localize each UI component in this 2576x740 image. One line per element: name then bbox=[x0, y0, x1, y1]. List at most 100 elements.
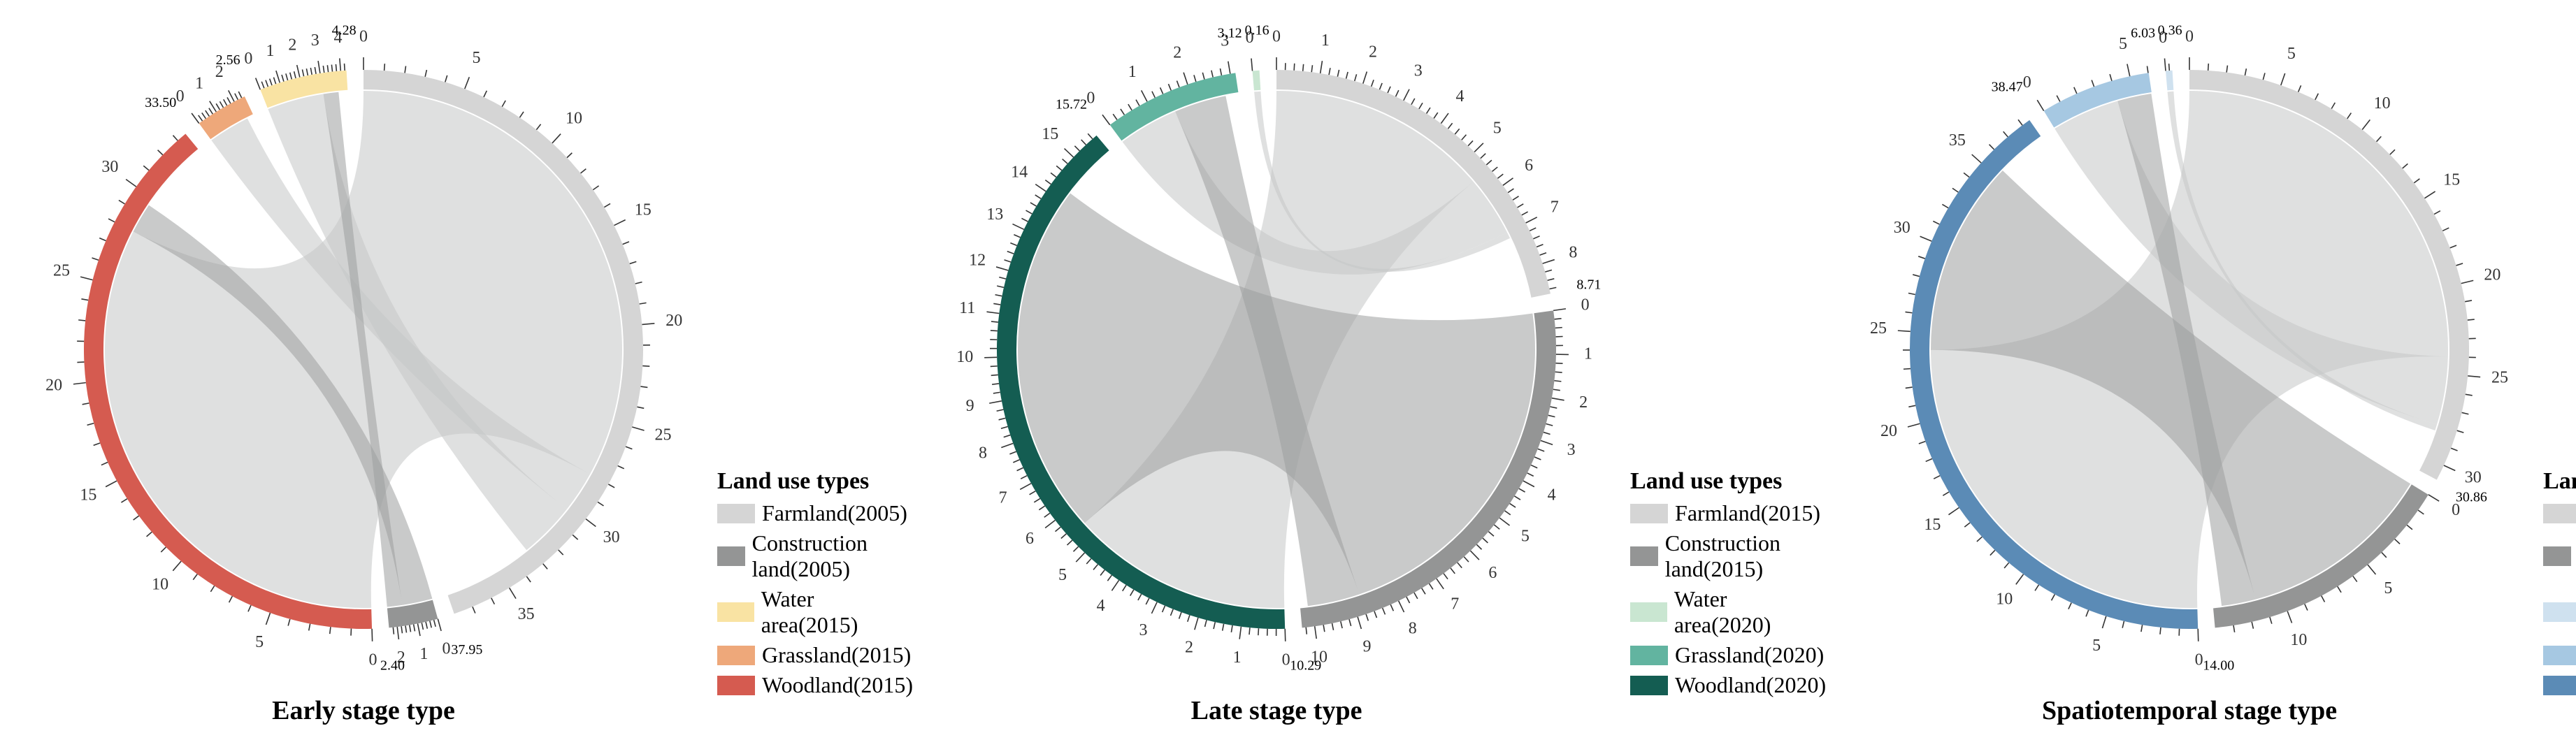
tick-minor bbox=[1545, 270, 1552, 272]
tick bbox=[1285, 629, 1286, 641]
tick-minor bbox=[161, 547, 166, 552]
tick-minor bbox=[1380, 83, 1383, 89]
tick-minor bbox=[1021, 476, 1027, 479]
tick-minor bbox=[425, 70, 426, 77]
tick-label: 5 bbox=[1058, 566, 1067, 584]
tick-label: 2 bbox=[288, 36, 296, 54]
tick-minor bbox=[1004, 435, 1011, 437]
tick-minor bbox=[2252, 622, 2253, 629]
tick-minor bbox=[1497, 174, 1503, 178]
figure-row: 051015202530350120510152025300120123437.… bbox=[0, 0, 2576, 740]
tick-label: 15 bbox=[1924, 516, 1941, 534]
tick-minor bbox=[2208, 64, 2209, 71]
legend-item: Water area(2020) bbox=[1630, 586, 1826, 638]
tick-minor bbox=[1904, 369, 1911, 370]
legend-item: Woodland(2020) bbox=[1630, 672, 1826, 698]
tick-minor bbox=[210, 586, 214, 591]
tick-label: 4 bbox=[1548, 486, 1556, 504]
tick-minor bbox=[1964, 523, 1970, 527]
tick-minor bbox=[1306, 627, 1307, 634]
tick-minor bbox=[1550, 407, 1557, 408]
legend-item: Grassland(2015) bbox=[717, 642, 913, 668]
tick-minor bbox=[1444, 574, 1448, 579]
tick-minor bbox=[220, 101, 223, 108]
legend-swatch bbox=[2543, 676, 2576, 695]
tick-minor bbox=[1056, 166, 1062, 170]
tick bbox=[1195, 618, 1198, 630]
legend-swatch bbox=[717, 602, 754, 622]
tick-minor bbox=[2169, 64, 2170, 71]
tick-minor bbox=[1163, 606, 1165, 612]
tick-label: 8 bbox=[979, 444, 987, 462]
tick bbox=[1399, 601, 1404, 612]
tick-minor bbox=[216, 103, 220, 110]
tick-minor bbox=[121, 499, 127, 502]
tick-label: 2 bbox=[1173, 44, 1181, 62]
tick bbox=[1363, 72, 1367, 84]
tick-minor bbox=[1990, 550, 1995, 555]
tick-minor bbox=[1942, 204, 1948, 208]
tick-label: 5 bbox=[472, 49, 480, 67]
legend-swatch bbox=[1630, 546, 1658, 566]
tick-label: 15 bbox=[1042, 125, 1058, 143]
tick-minor bbox=[1223, 624, 1224, 631]
tick-minor bbox=[630, 261, 637, 263]
tick bbox=[465, 77, 470, 89]
tick-label: 15 bbox=[2443, 171, 2460, 189]
legend-item: Farmland(2020) bbox=[2543, 500, 2576, 526]
tick-minor bbox=[2035, 585, 2038, 590]
tick bbox=[2468, 376, 2480, 377]
tick-minor bbox=[2226, 66, 2227, 73]
tick-minor bbox=[1508, 189, 1513, 193]
tick-minor bbox=[224, 99, 227, 106]
tick-minor bbox=[1555, 381, 1562, 382]
arc-end-label: 14.00 bbox=[2203, 658, 2234, 674]
tick-minor bbox=[993, 392, 1000, 393]
tick-minor bbox=[1540, 253, 1546, 255]
tick bbox=[1151, 602, 1157, 614]
tick-minor bbox=[1548, 415, 1555, 416]
tick-minor bbox=[1346, 72, 1348, 79]
tick bbox=[1526, 217, 1537, 223]
panel-early-stage: 051015202530350120510152025300120123437.… bbox=[28, 14, 913, 726]
tick bbox=[1949, 507, 1959, 514]
tick-minor bbox=[2052, 595, 2055, 601]
tick bbox=[1470, 551, 1478, 560]
panel-late-stage: 0123456780123456789100123456789101112131… bbox=[941, 14, 1826, 726]
tick bbox=[632, 427, 644, 430]
tick bbox=[2165, 59, 2166, 71]
tick-label: 13 bbox=[986, 205, 1003, 224]
tick-minor bbox=[1546, 423, 1553, 426]
tick-minor bbox=[1081, 140, 1086, 145]
tick-label: 30 bbox=[1894, 219, 1911, 237]
tick bbox=[276, 71, 280, 82]
tick-minor bbox=[1383, 608, 1386, 614]
tick-label: 4 bbox=[1097, 597, 1105, 615]
tick-label: 20 bbox=[45, 377, 62, 395]
tick-minor bbox=[1483, 538, 1488, 543]
tick-minor bbox=[323, 66, 324, 73]
tick-minor bbox=[1211, 71, 1213, 78]
tick-minor bbox=[1913, 275, 1920, 277]
tick bbox=[1001, 443, 1013, 447]
tick-label: 0 bbox=[442, 639, 451, 658]
tick-minor bbox=[1934, 476, 1940, 479]
tick-label: 11 bbox=[959, 299, 975, 317]
tick-minor bbox=[1067, 540, 1072, 545]
tick-label: 25 bbox=[2491, 369, 2508, 387]
tick-minor bbox=[2233, 625, 2235, 632]
tick-minor bbox=[422, 623, 423, 630]
tick-minor bbox=[1056, 527, 1061, 531]
tick-minor bbox=[1113, 114, 1117, 119]
tick-minor bbox=[1553, 389, 1560, 390]
tick bbox=[1251, 59, 1253, 71]
tick-minor bbox=[1548, 279, 1555, 280]
tick-minor bbox=[1537, 245, 1543, 247]
legend-label: Water area(2020) bbox=[1674, 586, 1826, 638]
legend-item: Water area(2015) bbox=[717, 586, 913, 638]
chord-arc-water20 bbox=[1253, 71, 1261, 91]
tick-minor bbox=[1034, 499, 1039, 502]
tick-minor bbox=[1177, 81, 1179, 87]
tick-minor bbox=[2160, 627, 2161, 634]
tick-minor bbox=[1406, 597, 1410, 603]
